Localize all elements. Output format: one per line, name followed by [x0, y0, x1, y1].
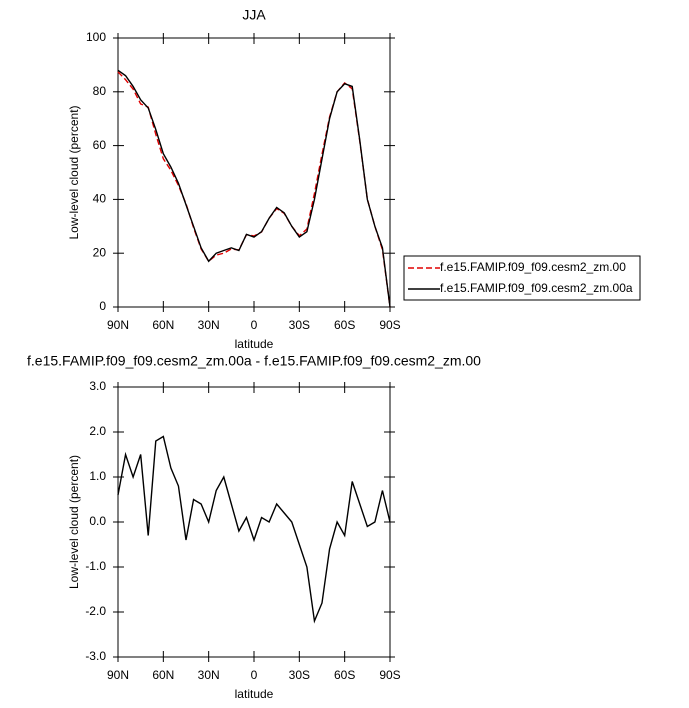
x-tick-label: 60N — [152, 668, 174, 682]
x-tick-label: 60S — [334, 318, 355, 332]
x-tick-label: 90N — [107, 318, 129, 332]
legend-label: f.e15.FAMIP.f09_f09.cesm2_zm.00a — [440, 281, 633, 295]
x-tick-label: 0 — [251, 668, 258, 682]
legend-label: f.e15.FAMIP.f09_f09.cesm2_zm.00 — [440, 260, 626, 274]
data-line — [117, 69, 391, 308]
x-tick-label: 90N — [107, 668, 129, 682]
x-tick-label: 90S — [379, 318, 400, 332]
y-tick-label: 0.0 — [89, 514, 106, 528]
x-tick-label: 60N — [152, 318, 174, 332]
data-line — [117, 435, 391, 624]
y-axis-label: Low-level cloud (percent) — [67, 455, 81, 589]
plot-frame — [117, 386, 391, 658]
y-tick-label: -2.0 — [85, 604, 106, 618]
y-tick-label: 2.0 — [89, 424, 106, 438]
x-tick-label: 30S — [289, 318, 310, 332]
y-tick-label: 100 — [86, 30, 106, 44]
x-tick-label: 30N — [198, 668, 220, 682]
legend: f.e15.FAMIP.f09_f09.cesm2_zm.00 f.e15.FAM… — [403, 255, 641, 301]
x-tick-label: 30N — [198, 318, 220, 332]
plot-frame — [117, 37, 391, 308]
y-tick-label: -1.0 — [85, 559, 106, 573]
data-line — [117, 71, 391, 308]
y-tick-label: 0 — [99, 299, 106, 313]
y-tick-label: -3.0 — [85, 649, 106, 663]
y-tick-label: 40 — [93, 192, 107, 206]
x-tick-label: 90S — [379, 668, 400, 682]
chart-title: JJA — [242, 7, 266, 23]
y-axis-label: Low-level cloud (percent) — [67, 105, 81, 239]
x-axis-label: latitude — [235, 337, 274, 351]
y-tick-label: 20 — [93, 245, 107, 259]
y-tick-label: 3.0 — [89, 379, 106, 393]
legend-box — [403, 255, 641, 301]
chart-title: f.e15.FAMIP.f09_f09.cesm2_zm.00a - f.e15… — [27, 353, 481, 369]
y-tick-label: 80 — [93, 84, 107, 98]
x-axis-label: latitude — [235, 687, 274, 701]
x-tick-label: 30S — [289, 668, 310, 682]
x-tick-label: 0 — [251, 318, 258, 332]
y-tick-label: 60 — [93, 138, 107, 152]
x-tick-label: 60S — [334, 668, 355, 682]
y-tick-label: 1.0 — [89, 469, 106, 483]
